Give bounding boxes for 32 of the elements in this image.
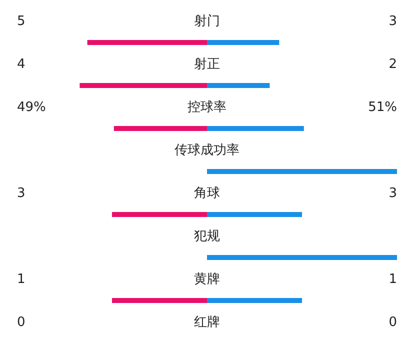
bar — [207, 126, 304, 131]
annotation: 0 — [388, 315, 397, 330]
bar — [112, 298, 207, 303]
annotation: 1 — [388, 272, 397, 287]
y-tick-label: 射门 — [194, 13, 220, 29]
bar — [80, 83, 207, 88]
y-tick-label: 传球成功率 — [174, 142, 240, 158]
bar — [207, 169, 397, 174]
annotation: 3 — [388, 186, 397, 201]
annotation: 51% — [368, 100, 397, 115]
annotation: 2 — [388, 57, 397, 72]
bar — [207, 40, 280, 45]
y-tick-label: 黄牌 — [194, 272, 220, 287]
y-tick-label: 红牌 — [194, 315, 220, 330]
bar — [114, 126, 207, 131]
bar — [207, 255, 397, 260]
text: 4 — [17, 57, 26, 72]
annotation: 3 — [388, 14, 397, 29]
y-tick-label: 犯规 — [194, 229, 220, 244]
bar — [207, 298, 302, 303]
y-tick-label: 控球率 — [188, 99, 226, 115]
text: 3 — [17, 186, 26, 201]
y-tick-label: 射正 — [194, 57, 220, 72]
bar — [207, 83, 270, 88]
text: 0 — [17, 315, 26, 330]
text: 1 — [17, 272, 26, 287]
bar — [87, 40, 207, 45]
bar — [207, 212, 302, 217]
text: 5 — [17, 14, 26, 29]
text: 49% — [17, 100, 46, 115]
bar — [112, 212, 207, 217]
y-tick-label: 角球 — [194, 186, 220, 201]
